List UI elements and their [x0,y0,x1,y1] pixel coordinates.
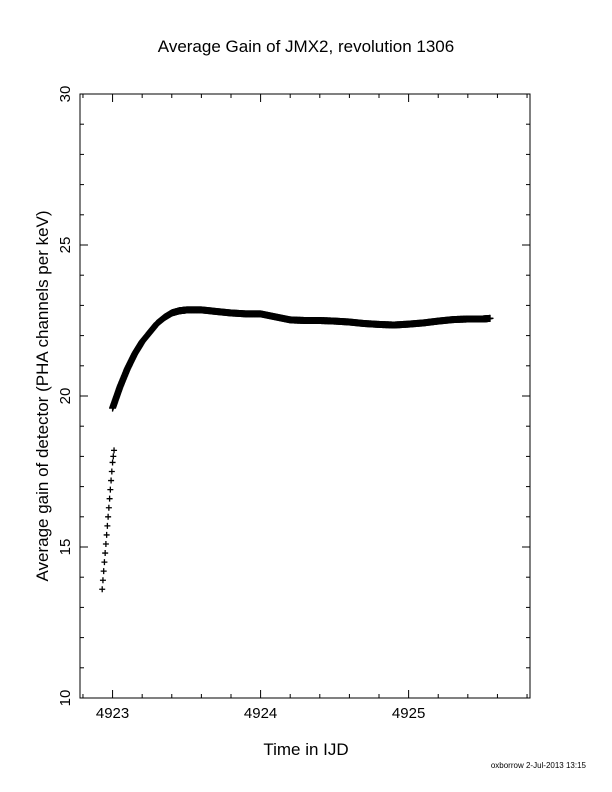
data-point [105,513,112,520]
y-axis-ticks: 10 15 20 25 30 [57,86,530,707]
data-point [101,559,108,566]
data-point [99,586,106,593]
y-tick-label: 30 [57,86,74,103]
data-point [111,447,118,454]
y-tick-label: 25 [57,237,74,254]
data-point [104,522,111,529]
data-point [99,577,106,584]
plot-frame [79,93,531,699]
data-point [103,531,110,538]
x-tick-label: 4925 [392,705,425,722]
x-axis-ticks: 4923 4924 4925 [82,94,528,722]
data-point [107,486,114,493]
y-axis-label: Average gain of detector (PHA channels p… [33,210,52,581]
series-initial [99,447,118,593]
y-tick-label: 20 [57,388,74,405]
x-tick-label: 4924 [244,705,277,722]
x-axis-label: Time in IJD [263,740,348,759]
data-point [102,550,109,557]
data-point [100,568,107,575]
data-point [102,540,109,547]
data-point [105,504,112,511]
data-point [110,453,117,460]
data-point [108,468,115,475]
x-tick-label: 4923 [96,705,129,722]
data-point [108,477,115,484]
y-tick-label: 15 [57,539,74,556]
series-main [109,306,494,412]
data-points [99,306,494,593]
chart-title: Average Gain of JMX2, revolution 1306 [158,37,454,56]
data-point [109,459,116,466]
data-point [486,314,494,322]
y-tick-label: 10 [57,690,74,707]
data-point [106,495,113,502]
footer-credit: oxborrow 2-Jul-2013 13:15 [491,761,587,770]
